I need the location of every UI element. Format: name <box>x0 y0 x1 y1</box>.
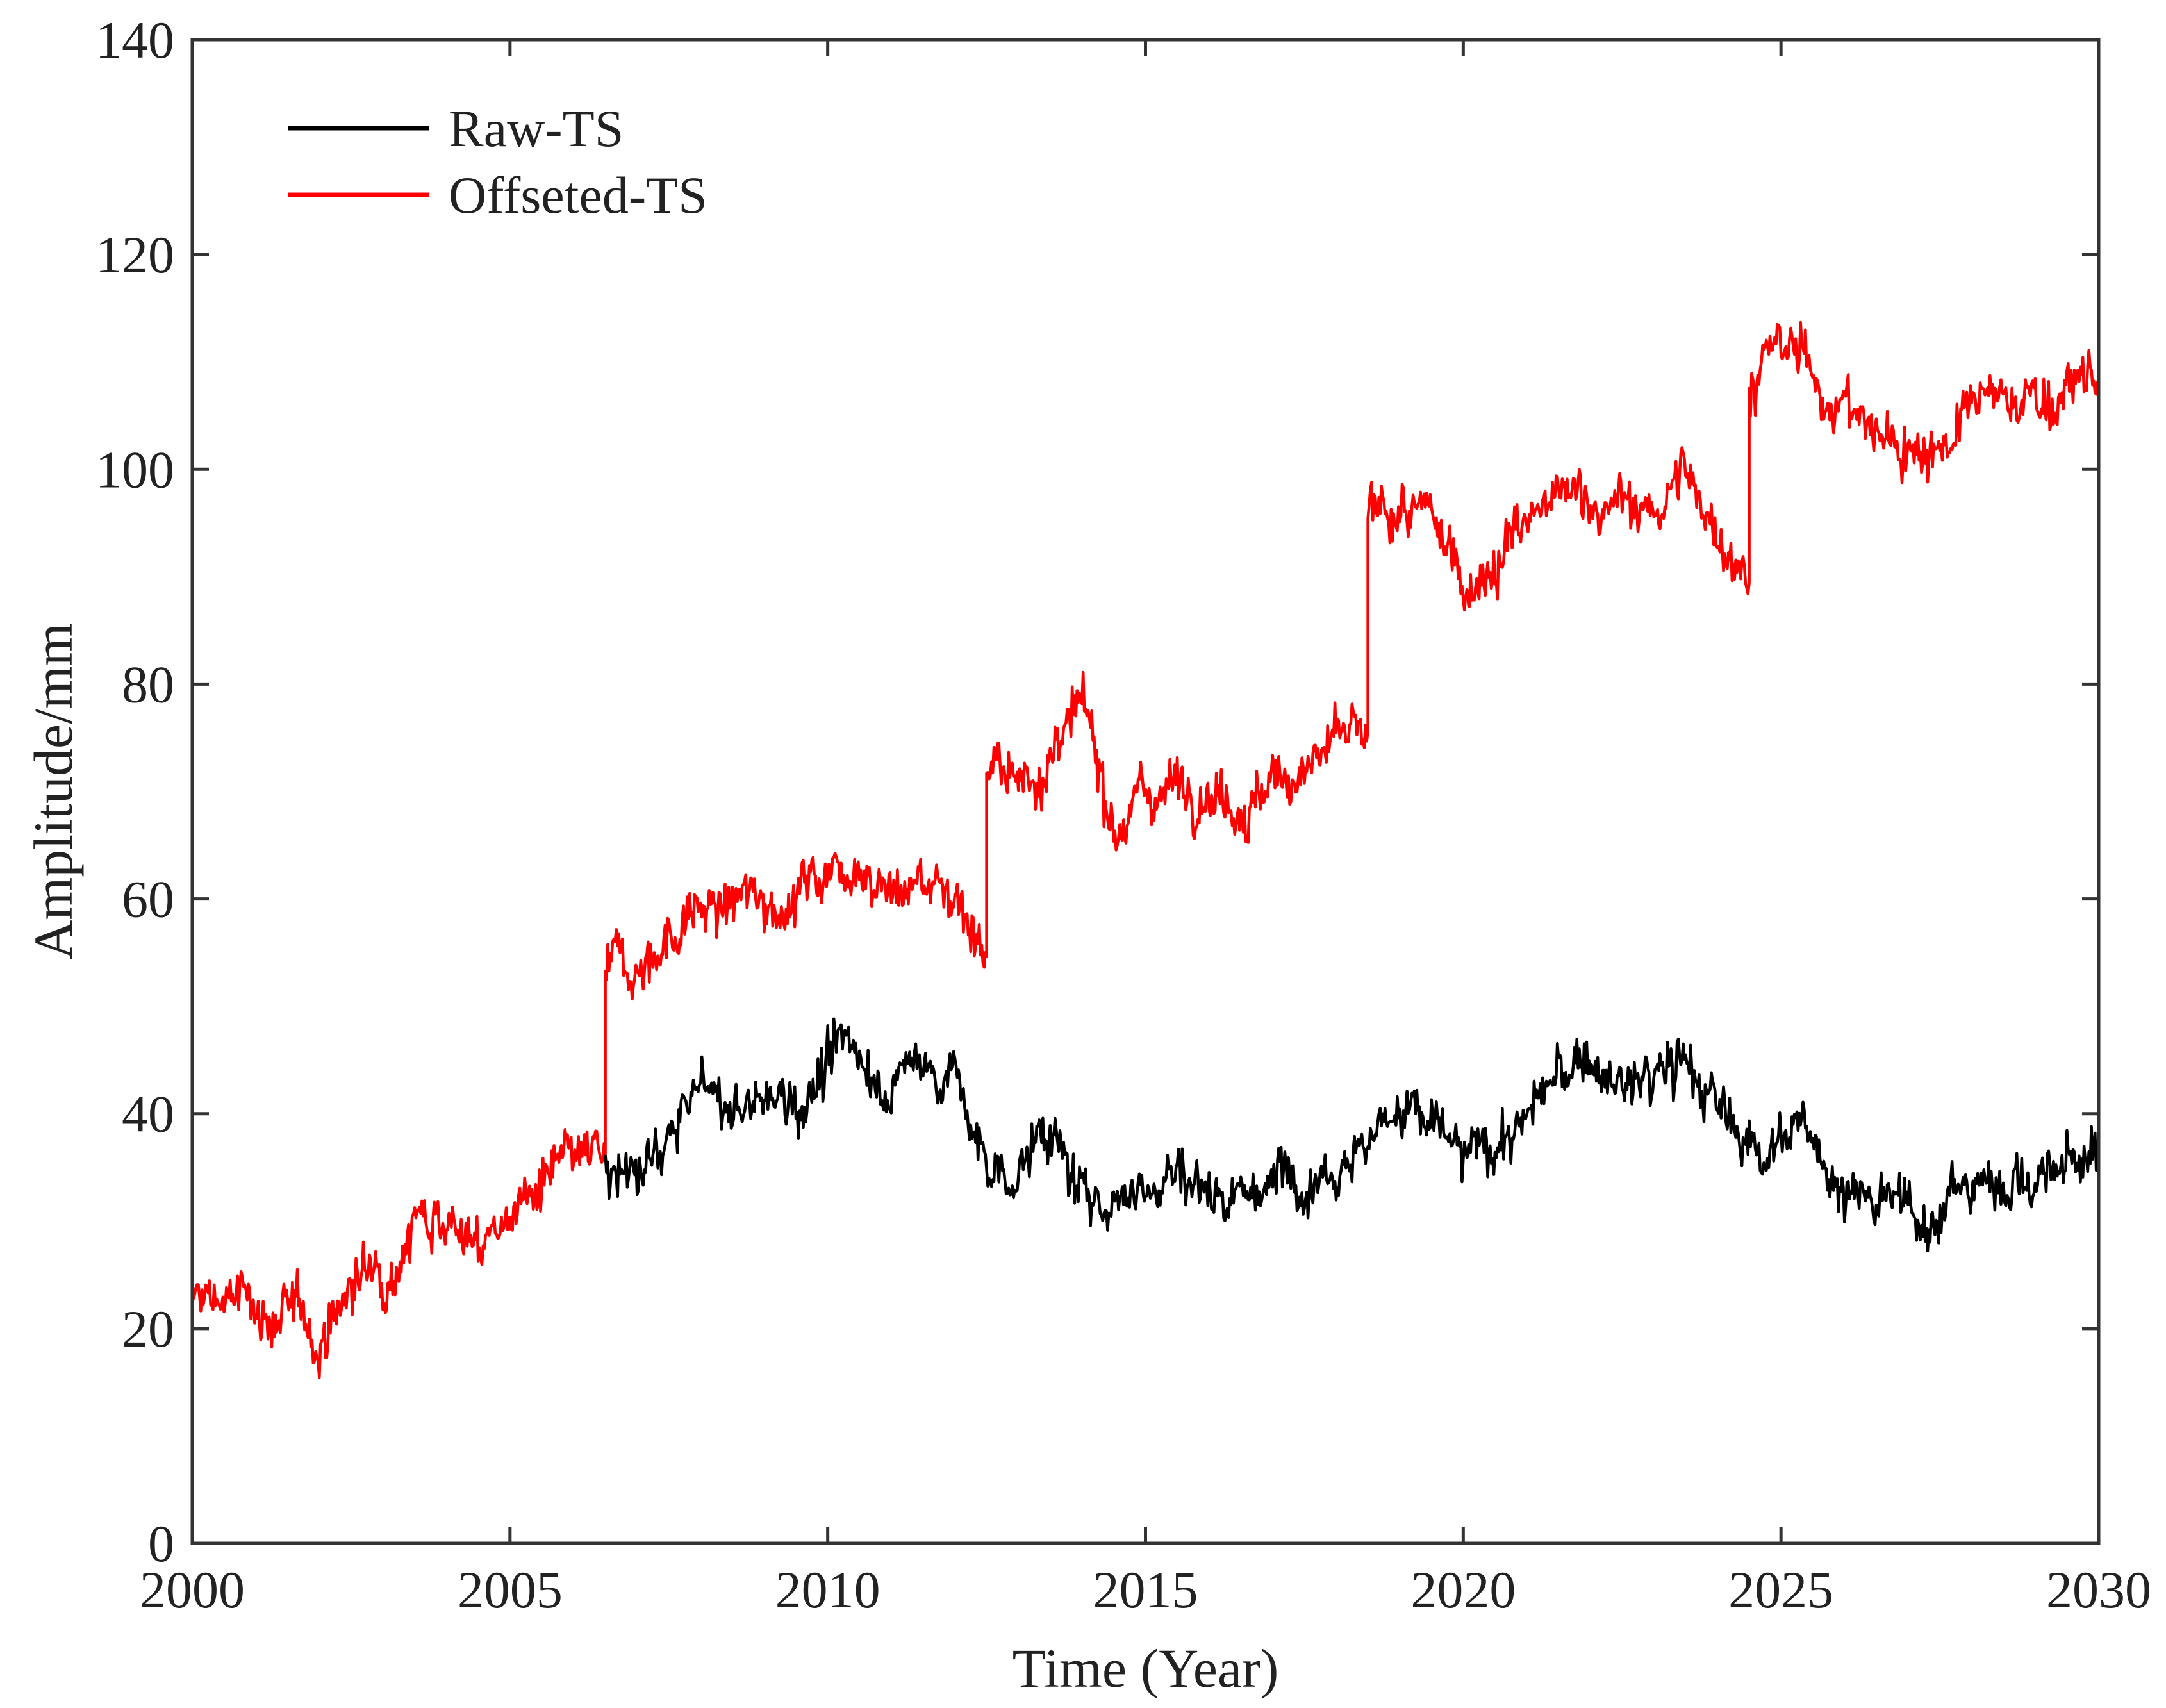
y-tick-label-40: 40 <box>122 1085 174 1143</box>
x-tick-label-2000: 2000 <box>140 1561 245 1619</box>
y-tick-label-100: 100 <box>95 440 174 499</box>
x-axis-title: Time (Year) <box>1013 1638 1279 1699</box>
legend-label-raw-ts: Raw-TS <box>449 99 624 158</box>
y-tick-label-60: 60 <box>122 870 174 929</box>
y-tick-label-0: 0 <box>148 1514 174 1573</box>
legend-label-offseted-ts: Offseted-TS <box>449 166 707 224</box>
y-tick-label-140: 140 <box>95 11 174 69</box>
plot-series <box>190 320 2101 1379</box>
x-tick-label-2030: 2030 <box>2046 1561 2151 1619</box>
tick-labels: 2000 2005 2010 2015 2020 2025 2030 0 20 40 60 80 100… <box>95 11 2151 1619</box>
y-axis-title: Amplitude/mm <box>22 623 84 960</box>
y-tick-label-120: 120 <box>95 226 174 284</box>
axis-ticks <box>190 38 2101 1545</box>
y-tick-label-20: 20 <box>122 1300 174 1358</box>
x-tick-label-2015: 2015 <box>1093 1561 1198 1619</box>
legend: Raw-TS Offseted-TS <box>288 99 707 224</box>
x-tick-label-2025: 2025 <box>1728 1561 1833 1619</box>
x-tick-label-2005: 2005 <box>458 1561 563 1619</box>
y-tick-label-80: 80 <box>122 655 174 713</box>
x-tick-label-2010: 2010 <box>775 1561 880 1619</box>
series-line-raw-ts <box>604 1017 2101 1253</box>
series-line-offseted-ts <box>190 320 2101 1379</box>
x-tick-label-2020: 2020 <box>1410 1561 1516 1619</box>
